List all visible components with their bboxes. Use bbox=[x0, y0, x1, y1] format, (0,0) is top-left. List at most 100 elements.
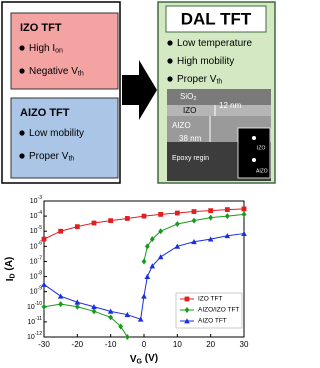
tick-exponent: -11 bbox=[35, 316, 42, 322]
bullet bbox=[19, 45, 25, 51]
list-item: Negative Vth bbox=[29, 66, 84, 78]
marker bbox=[184, 318, 190, 324]
izo-box bbox=[10, 12, 119, 90]
tick-exponent: -3 bbox=[38, 195, 43, 201]
text-part: I bbox=[5, 278, 16, 281]
marker bbox=[141, 213, 147, 219]
y-tick-label: 10-7 bbox=[30, 256, 42, 266]
marker bbox=[108, 218, 114, 224]
text-part: (A) bbox=[4, 257, 15, 274]
marker bbox=[207, 236, 214, 242]
inset bbox=[237, 127, 271, 179]
tick-base: 10 bbox=[27, 319, 35, 326]
x-axis-label: VG (V) bbox=[130, 353, 158, 366]
diffraction-spot bbox=[252, 158, 256, 162]
text-part: High mobility bbox=[177, 56, 234, 67]
marker bbox=[74, 224, 80, 230]
marker bbox=[41, 303, 47, 310]
x-tick-label: 20 bbox=[206, 340, 215, 349]
tick-exponent: -7 bbox=[38, 256, 43, 262]
image-label: IZO bbox=[183, 106, 196, 115]
izo-title: IZO TFT bbox=[20, 22, 62, 34]
marker bbox=[241, 230, 247, 236]
tick-base: 10 bbox=[30, 228, 38, 235]
text-part: (V) bbox=[142, 353, 158, 364]
subscript: th bbox=[78, 70, 84, 77]
bullet bbox=[19, 68, 25, 74]
tick-base: 10 bbox=[30, 213, 38, 220]
marker bbox=[108, 314, 114, 321]
tick-base: 10 bbox=[27, 304, 35, 311]
marker bbox=[41, 236, 47, 242]
marker bbox=[58, 228, 64, 234]
tick-exponent: -10 bbox=[35, 301, 42, 307]
text-part: SiO bbox=[180, 92, 193, 101]
marker bbox=[184, 296, 190, 302]
list-item: Proper Vth bbox=[29, 151, 74, 163]
marker bbox=[157, 254, 164, 260]
list-item: High Ion bbox=[29, 43, 63, 55]
tick-base: 10 bbox=[30, 289, 38, 296]
marker bbox=[149, 263, 156, 269]
marker bbox=[124, 311, 131, 318]
marker bbox=[74, 303, 80, 310]
subscript: G bbox=[137, 358, 143, 365]
marker bbox=[41, 281, 47, 287]
y-tick-label: 10-8 bbox=[30, 271, 42, 281]
marker bbox=[208, 208, 214, 214]
marker bbox=[224, 207, 230, 212]
bullet bbox=[19, 153, 25, 159]
text-part: High I bbox=[29, 43, 55, 54]
marker bbox=[91, 308, 97, 315]
marker bbox=[241, 211, 247, 218]
marker bbox=[224, 213, 230, 220]
marker bbox=[174, 221, 180, 228]
y-tick-label: 10-4 bbox=[30, 210, 42, 220]
marker bbox=[124, 216, 130, 221]
list-item: Proper Vth bbox=[177, 74, 222, 86]
aizo-title: AIZO TFT bbox=[20, 107, 70, 119]
marker bbox=[149, 236, 155, 243]
marker bbox=[91, 220, 97, 226]
x-tick-label: -20 bbox=[72, 340, 84, 349]
y-tick-label: 10-5 bbox=[30, 226, 42, 236]
tem-image bbox=[167, 89, 271, 181]
image-label: 38 nm bbox=[179, 134, 202, 143]
subscript: 2 bbox=[193, 96, 196, 102]
tick-exponent: -5 bbox=[38, 226, 43, 232]
tick-base: 10 bbox=[30, 273, 38, 280]
text-part: Proper V bbox=[29, 151, 69, 162]
y-tick-label: 10-11 bbox=[27, 316, 42, 326]
arrow bbox=[122, 60, 157, 120]
y-tick-label: 10-6 bbox=[30, 241, 42, 251]
tick-exponent: -4 bbox=[38, 210, 43, 216]
bullet bbox=[167, 76, 173, 82]
x-tick-label: -30 bbox=[38, 340, 50, 349]
marker bbox=[158, 228, 164, 235]
x-tick-label: -10 bbox=[105, 340, 117, 349]
marker bbox=[118, 323, 124, 330]
text-part: Proper V bbox=[177, 74, 217, 85]
marker bbox=[144, 273, 151, 279]
y-tick-label: 10-10 bbox=[27, 301, 42, 311]
series-line bbox=[43, 208, 245, 240]
marker bbox=[137, 316, 144, 322]
marker bbox=[58, 301, 64, 308]
x-tick-label: 30 bbox=[240, 340, 249, 349]
right-title: DAL TFT bbox=[181, 9, 252, 28]
figure: IZO TFT AIZO TFT DAL TFT SiO2 IZO 12 nm … bbox=[1, 1, 276, 365]
legend-label: AIZO TFT bbox=[198, 318, 227, 325]
marker bbox=[141, 293, 147, 299]
chart: -30 -20 -10 0 10 20 3010-1210-1110-1010-910-81… bbox=[4, 195, 249, 365]
x-tick-label: 10 bbox=[173, 340, 182, 349]
bullet bbox=[167, 58, 173, 64]
tick-exponent: -9 bbox=[38, 286, 43, 292]
legend-label: IZO TFT bbox=[198, 296, 222, 303]
y-axis-label: ID (A) bbox=[4, 257, 17, 282]
tick-base: 10 bbox=[30, 198, 38, 205]
x-tick-label: 0 bbox=[142, 340, 147, 349]
text-part: Low temperature bbox=[177, 38, 252, 49]
marker bbox=[174, 210, 180, 216]
list-item: Low temperature bbox=[177, 38, 252, 49]
marker bbox=[191, 217, 197, 224]
